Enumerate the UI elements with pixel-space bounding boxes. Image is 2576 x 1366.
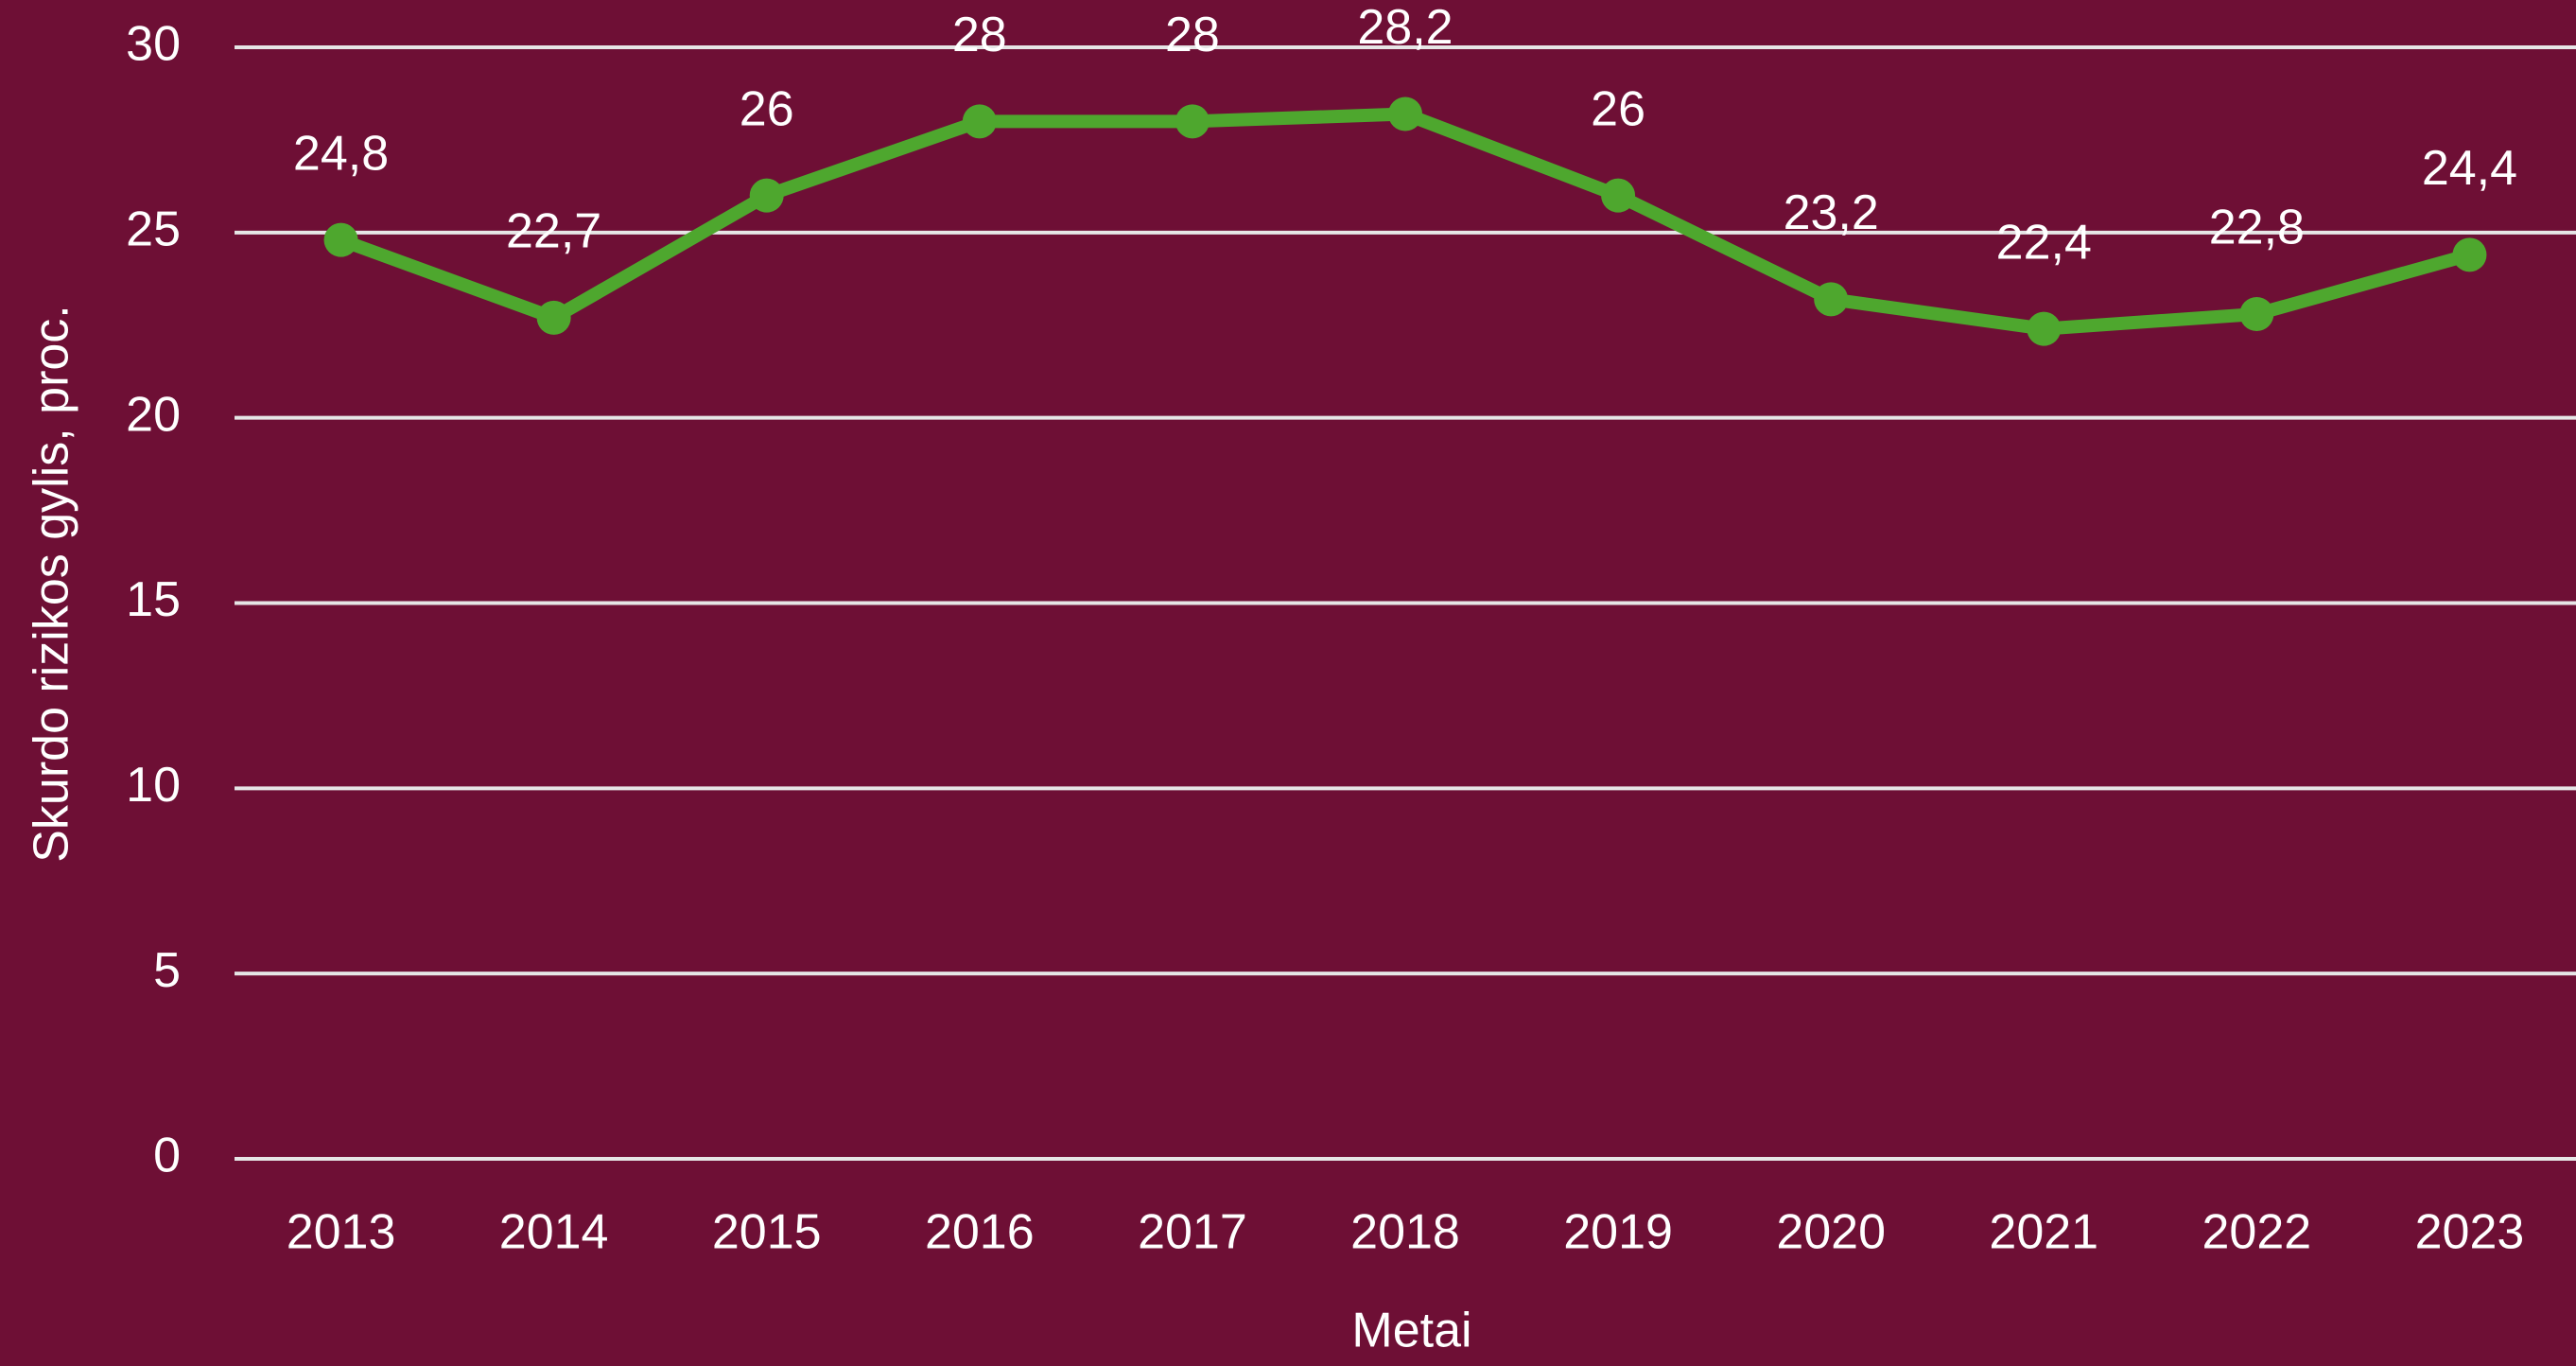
data-label: 22,4 <box>1996 215 2092 270</box>
x-tick-label: 2019 <box>1563 1205 1673 1260</box>
data-label: 23,2 <box>1784 185 1879 240</box>
y-tick-label: 0 <box>153 1129 181 1183</box>
data-label: 22,7 <box>506 204 601 259</box>
data-label: 26 <box>740 81 794 136</box>
marker <box>1175 104 1210 139</box>
y-tick-label: 25 <box>126 202 181 257</box>
x-tick-label: 2023 <box>2415 1205 2525 1260</box>
data-label: 28 <box>952 8 1007 62</box>
x-tick-label: 2015 <box>712 1205 822 1260</box>
y-tick-label: 10 <box>126 758 181 813</box>
marker <box>1388 96 1422 131</box>
marker <box>2239 297 2274 331</box>
y-tick-label: 30 <box>126 17 181 72</box>
x-tick-label: 2014 <box>499 1205 609 1260</box>
y-tick-label: 5 <box>153 943 181 998</box>
marker <box>2027 311 2062 346</box>
x-axis-title: Metai <box>1351 1304 1471 1358</box>
y-axis-title: Skurdo rizikos gylis, proc. <box>25 305 79 863</box>
data-label: 22,8 <box>2209 201 2305 255</box>
x-tick-label: 2017 <box>1138 1205 1247 1260</box>
x-tick-label: 2018 <box>1350 1205 1460 1260</box>
marker <box>2452 237 2487 272</box>
y-tick-label: 20 <box>126 387 181 442</box>
x-tick-label: 2020 <box>1776 1205 1886 1260</box>
data-label: 28 <box>1165 8 1220 62</box>
x-tick-label: 2021 <box>1989 1205 2098 1260</box>
x-tick-label: 2022 <box>2202 1205 2312 1260</box>
y-tick-label: 15 <box>126 572 181 627</box>
marker <box>536 300 571 335</box>
marker <box>749 178 784 213</box>
marker <box>962 104 997 139</box>
marker <box>1814 282 1849 317</box>
data-label: 24,8 <box>293 126 389 181</box>
marker <box>323 222 358 257</box>
data-label: 24,4 <box>2422 141 2517 196</box>
data-label: 28,2 <box>1357 0 1453 55</box>
x-tick-label: 2013 <box>287 1205 396 1260</box>
x-tick-label: 2016 <box>925 1205 1035 1260</box>
marker <box>1601 178 1636 213</box>
data-label: 26 <box>1591 81 1645 136</box>
